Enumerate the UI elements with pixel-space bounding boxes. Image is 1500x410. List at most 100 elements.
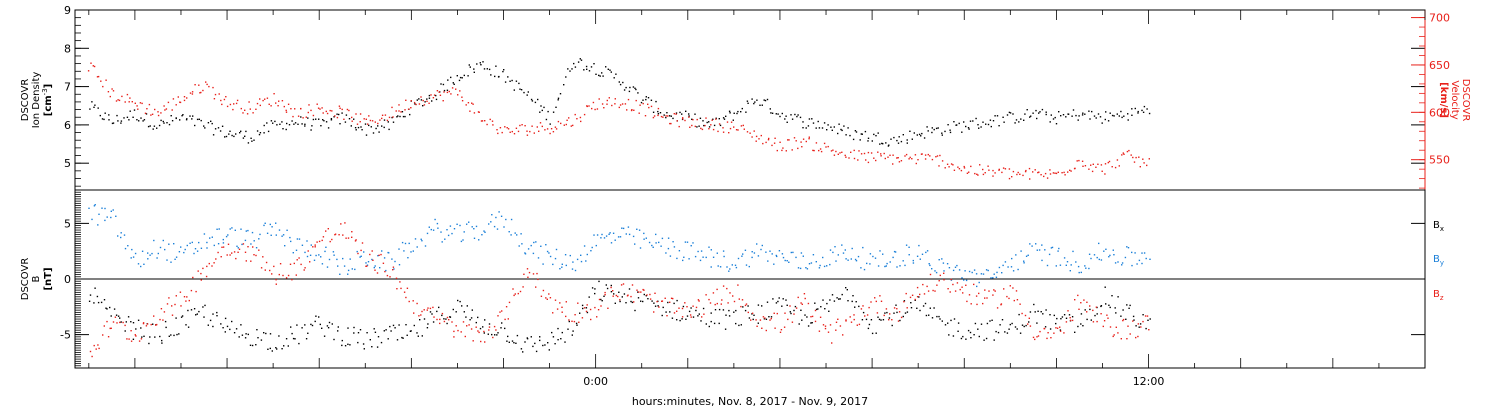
data-point [682,118,684,120]
data-point [581,317,584,319]
data-point [1123,153,1125,155]
data-point [752,318,754,321]
data-point [235,257,237,260]
data-point [1019,332,1022,334]
data-point [774,137,776,139]
data-point [93,205,96,207]
data-point [862,305,864,307]
data-point [275,347,277,349]
data-point [666,315,668,317]
data-point [993,273,995,275]
data-point [1129,304,1131,307]
data-point [634,87,636,89]
data-point [829,263,831,266]
data-point [1052,118,1055,120]
data-point [821,127,824,129]
data-point [462,239,464,241]
data-point [89,350,92,353]
data-point [722,285,725,287]
data-point [1036,117,1038,120]
data-point [1096,320,1098,323]
data-point [690,316,692,318]
data-point [240,228,242,230]
data-point [410,330,412,332]
data-point [870,152,873,154]
data-point [916,255,919,257]
data-point [1068,314,1071,316]
data-point [579,116,582,119]
data-point [832,149,834,151]
data-point [262,256,264,258]
data-point [984,172,986,174]
data-point [1045,309,1047,311]
data-point [594,306,596,309]
data-point [1131,264,1133,267]
data-point [1108,256,1110,258]
data-point [480,64,482,66]
data-point [824,308,826,310]
data-point [889,313,891,315]
data-point [250,260,252,262]
data-point [452,82,454,84]
data-point [634,309,636,312]
data-point [801,146,803,148]
data-point [735,266,738,269]
data-point [1046,177,1049,179]
data-point [465,316,467,318]
data-point [1101,122,1103,124]
data-point [1095,166,1097,168]
data-point [596,108,599,110]
data-point [936,315,938,318]
data-point [916,296,919,298]
data-point [781,112,783,115]
data-point [670,122,672,125]
data-point [100,80,102,82]
data-point [443,91,445,93]
data-point [251,140,253,142]
legend-entry-z: Bz [1433,289,1444,302]
data-point [623,293,626,295]
data-point [586,304,588,306]
data-point [1127,325,1129,327]
data-point [552,336,555,338]
data-point [415,103,417,106]
data-point [1094,314,1096,317]
data-point [292,252,294,254]
data-point [715,117,717,119]
data-point [865,159,867,161]
data-point [1104,173,1106,175]
data-point [391,106,393,109]
data-point [532,345,534,348]
data-point [974,172,976,175]
data-point [555,106,557,108]
data-point [1044,249,1046,251]
data-point [978,127,980,129]
data-point [365,118,367,120]
data-point [242,112,244,114]
data-point [200,247,203,249]
data-point [965,338,967,340]
data-point [129,97,131,99]
data-point [244,135,246,137]
data-point [345,237,347,239]
data-point [963,121,965,123]
data-point [398,110,400,112]
data-point [657,107,660,110]
data-point [200,279,202,281]
data-point [409,113,411,116]
data-point [420,314,422,316]
data-point [229,254,231,256]
data-point [271,350,273,352]
data-point [1001,171,1003,174]
data-point [722,117,725,119]
data-point [990,277,992,279]
data-point [131,101,133,103]
data-point [140,117,142,119]
data-point [442,83,445,86]
data-point [1053,332,1055,334]
data-point [166,122,168,124]
data-point [941,160,944,162]
data-point [710,320,712,323]
data-point [303,269,305,271]
data-point [97,301,100,304]
